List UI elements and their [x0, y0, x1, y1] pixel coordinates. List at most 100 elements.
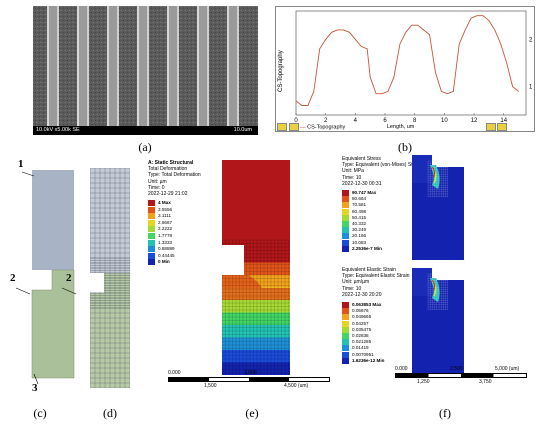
field-region [412, 280, 464, 373]
deformation-band [222, 325, 290, 338]
legend-value: 3.1111 [158, 213, 172, 219]
profile-point [452, 91, 454, 92]
caption-b: (b) [398, 140, 412, 154]
legend-swatch [342, 345, 349, 352]
caption-a: (a) [138, 140, 152, 154]
info-line: Type: Equivalent (von-Mises) Stress [342, 162, 423, 169]
legend-swatch [342, 320, 349, 327]
toolbar-button[interactable] [485, 123, 496, 131]
profile-point [331, 31, 332, 33]
profile-point [476, 15, 478, 17]
info-line: 2022-12-29 21:02 [148, 191, 188, 198]
deformation-plot [221, 160, 290, 375]
toolbar-button[interactable] [288, 123, 299, 131]
legend-value: 90.747 Max [352, 190, 377, 195]
legend-swatch [342, 239, 349, 246]
info-line: Unit: µm/µm [342, 279, 370, 286]
deformation-band [222, 350, 290, 363]
profile-point [387, 91, 389, 92]
legend-value: 0.88889 [158, 246, 175, 252]
legend-swatch [342, 314, 349, 321]
profile-point [337, 29, 338, 31]
legend-value: 4 Max [158, 200, 171, 205]
profile-legend: CS-Topography [307, 124, 346, 131]
sem-line [107, 6, 119, 134]
sem-line [47, 6, 59, 134]
toolbar-button[interactable] [277, 123, 287, 131]
profile-point [441, 91, 442, 92]
scale-tick: 4,500 (um) [284, 383, 309, 389]
y-tick-label: 1 [529, 85, 533, 91]
deformation-band [222, 300, 290, 313]
profile-point [447, 93, 448, 95]
legend-value: 0.44445 [158, 252, 175, 258]
profile-point [399, 43, 401, 45]
geometry-panel: 1 2 2 3 [8, 148, 78, 398]
deformation-band [222, 362, 290, 375]
legend-value: 80.664 [352, 196, 367, 202]
profile-point [500, 43, 502, 45]
legend-swatch [342, 302, 349, 308]
profile-point [369, 76, 371, 78]
x-tick-label: 2 [324, 118, 328, 123]
legend-swatch [342, 233, 349, 240]
sem-line [197, 6, 209, 134]
legend-value: 0.035475 [352, 326, 372, 332]
stress-plot [412, 155, 464, 260]
info-line: Equivalent Stress [342, 156, 381, 162]
legend-swatch [148, 219, 155, 226]
profile-point [470, 17, 472, 19]
sem-stripes [33, 6, 258, 134]
x-tick-label: 6 [383, 118, 387, 123]
x-tick-label: 14 [500, 118, 507, 123]
legend-value: 0.0070951 [352, 351, 374, 357]
profile-point [464, 29, 466, 31]
profile-point [417, 24, 418, 26]
info-line: Time: 10 [342, 174, 362, 181]
profile-point [313, 91, 315, 92]
sem-line [227, 6, 239, 134]
profile-point [435, 72, 436, 73]
legend-swatch [148, 226, 155, 233]
legend-swatch [148, 239, 155, 246]
scale-tick: 1,250 [417, 379, 430, 385]
legend-swatch [342, 190, 349, 196]
strain-header: Equivalent Elastic Strain Type: Equivale… [342, 267, 432, 298]
info-line: Unit: µm [148, 178, 167, 185]
legend-value: 40.332 [352, 221, 367, 226]
sem-scale-label: 10.0um [233, 127, 252, 133]
profile-point [488, 20, 490, 21]
profile-chart: 0 2 4 6 8 10 12 14 2 1 [294, 10, 533, 124]
legend-swatch [342, 221, 349, 227]
legend-value: 0.063853 Max [352, 302, 382, 307]
scale-tick: 3,750 [479, 379, 492, 385]
legend-swatch [148, 252, 155, 259]
info-line: Time: 0 [148, 184, 165, 191]
x-tick-label: 8 [413, 118, 417, 123]
legend-swatch [148, 233, 155, 239]
stress-legend: 90.747 Max 80.664 70.581 60.498 50.415 40.332… [342, 190, 412, 254]
legend-swatch [342, 227, 349, 234]
caption-c: (c) [33, 406, 47, 420]
profile-toolbar: — CS-Topography Length, um [277, 123, 533, 131]
profile-point [506, 62, 508, 64]
sem-info-left: 10.0kV x5.00k SE [36, 127, 80, 133]
lower-body [31, 269, 75, 379]
info-line: Total Deformation [148, 166, 188, 173]
legend-value: 0.02838 [352, 333, 369, 338]
profile-series-line [295, 15, 519, 106]
legend-value: 0.04257 [352, 320, 369, 326]
legend-swatch [148, 259, 155, 266]
profile-point [366, 48, 368, 50]
toolbar-button[interactable] [497, 123, 508, 131]
x-tick-label: 0 [294, 118, 298, 123]
legend-swatch [342, 333, 349, 339]
deformation-legend: 4 Max 3.5556 3.1111 2.6667 2.2222 1.7778 1.333… [148, 200, 218, 270]
legend-value: 50.415 [352, 214, 367, 220]
legend-value: 0.01419 [352, 345, 369, 351]
stress-header: Equivalent Stress Type: Equivalent (von-… [342, 156, 432, 187]
legend-swatch [342, 326, 349, 333]
profile-plot: 0 2 4 6 8 10 12 14 2 1 [275, 6, 535, 132]
profile-point [307, 105, 309, 106]
info-line: Type: Total Deformation [148, 172, 201, 179]
